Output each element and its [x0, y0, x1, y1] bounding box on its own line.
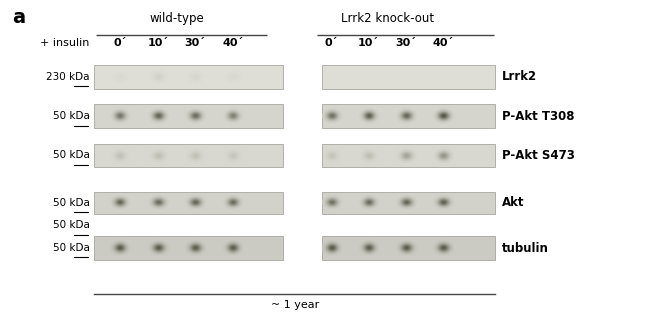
Text: Akt: Akt	[502, 196, 525, 209]
Text: 40´: 40´	[433, 38, 454, 48]
Text: 10´: 10´	[358, 38, 379, 48]
Bar	[94, 192, 283, 214]
Text: 50 kDa: 50 kDa	[53, 198, 90, 208]
Bar	[322, 65, 495, 89]
Text: 50 kDa: 50 kDa	[53, 111, 90, 121]
Bar	[94, 65, 283, 89]
Bar	[94, 144, 283, 167]
Bar	[322, 236, 495, 260]
Text: 30´: 30´	[395, 38, 416, 48]
Text: 30´: 30´	[185, 38, 205, 48]
Bar	[322, 104, 495, 128]
Text: 40´: 40´	[222, 38, 243, 48]
Bar	[322, 144, 495, 167]
Text: a: a	[12, 8, 25, 27]
Text: P-Akt T308: P-Akt T308	[502, 110, 575, 123]
Text: 50 kDa: 50 kDa	[53, 150, 90, 160]
Text: + insulin: + insulin	[40, 38, 90, 48]
Text: 50 kDa: 50 kDa	[53, 243, 90, 253]
Bar	[322, 192, 495, 214]
Text: 10´: 10´	[148, 38, 168, 48]
Text: Lrrk2: Lrrk2	[502, 70, 537, 84]
Text: 0´: 0´	[114, 38, 127, 48]
Text: tubulin: tubulin	[502, 241, 549, 255]
Text: wild-type: wild-type	[150, 12, 204, 25]
Bar	[94, 104, 283, 128]
Text: 0´: 0´	[325, 38, 338, 48]
Text: 230 kDa: 230 kDa	[46, 72, 90, 82]
Text: 50 kDa: 50 kDa	[53, 220, 90, 230]
Text: Lrrk2 knock-out: Lrrk2 knock-out	[341, 12, 434, 25]
Bar	[94, 236, 283, 260]
Text: ~ 1 year: ~ 1 year	[270, 300, 319, 310]
Text: P-Akt S473: P-Akt S473	[502, 149, 575, 162]
